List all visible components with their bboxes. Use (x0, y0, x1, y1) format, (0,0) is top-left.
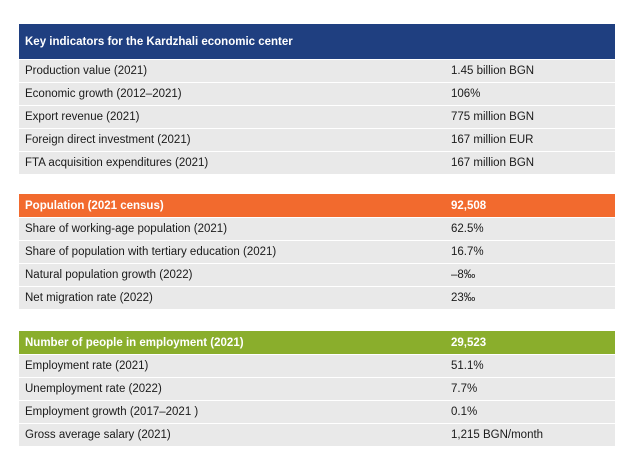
row-value: 1,215 BGN/month (451, 429, 544, 441)
row-value: 167 million EUR (451, 134, 534, 146)
row-value: 7.7% (451, 383, 478, 395)
table-row: Foreign direct investment (2021) 167 mil… (19, 129, 615, 152)
row-label: Gross average salary (2021) (25, 429, 171, 441)
table-row: Economic growth (2012–2021) 106% (19, 83, 615, 106)
row-label: Net migration rate (2022) (25, 292, 153, 304)
row-value: 106% (451, 88, 481, 100)
row-label: Export revenue (2021) (25, 111, 140, 123)
row-label: Employment rate (2021) (25, 360, 149, 372)
population-table-header: Population (2021 census) 92,508 (19, 194, 615, 218)
table-row: Share of working-age population (2021) 6… (19, 218, 615, 241)
economic-table-header: Key indicators for the Kardzhali economi… (19, 24, 615, 60)
table-row: Unemployment rate (2022) 7.7% (19, 378, 615, 401)
population-table: Population (2021 census) 92,508 Share of… (19, 194, 615, 310)
population-table-title: Population (2021 census) (25, 199, 164, 212)
employment-table-header: Number of people in employment (2021) 29… (19, 331, 615, 355)
table-row: Natural population growth (2022) –8‰ (19, 264, 615, 287)
economic-indicators-table: Key indicators for the Kardzhali economi… (19, 24, 615, 175)
table-row: Employment rate (2021) 51.1% (19, 355, 615, 378)
row-value: –8‰ (451, 269, 476, 281)
row-label: Employment growth (2017–2021 ) (25, 406, 199, 418)
row-value: 167 million BGN (451, 157, 535, 169)
table-row: Export revenue (2021) 775 million BGN (19, 106, 615, 129)
row-label: FTA acquisition expenditures (2021) (25, 157, 209, 169)
row-label: Production value (2021) (25, 65, 148, 77)
row-label: Unemployment rate (2022) (25, 383, 162, 395)
row-value: 1.45 billion BGN (451, 65, 535, 77)
row-label: Foreign direct investment (2021) (25, 134, 191, 146)
table-row: Production value (2021) 1.45 billion BGN (19, 60, 615, 83)
row-label: Natural population growth (2022) (25, 269, 193, 281)
population-total-value: 92,508 (451, 199, 487, 212)
row-value: 16.7% (451, 246, 484, 258)
row-value: 775 million BGN (451, 111, 535, 123)
row-label: Share of population with tertiary educat… (25, 246, 277, 258)
table-row: Net migration rate (2022) 23‰ (19, 287, 615, 310)
table-row: Share of population with tertiary educat… (19, 241, 615, 264)
table-row: Gross average salary (2021) 1,215 BGN/mo… (19, 424, 615, 447)
employment-total-value: 29,523 (451, 336, 487, 349)
table-row: Employment growth (2017–2021 ) 0.1% (19, 401, 615, 424)
table-row: FTA acquisition expenditures (2021) 167 … (19, 152, 615, 175)
economic-table-title: Key indicators for the Kardzhali economi… (25, 35, 293, 48)
row-label: Economic growth (2012–2021) (25, 88, 182, 100)
row-value: 62.5% (451, 223, 484, 235)
row-value: 51.1% (451, 360, 484, 372)
row-value: 0.1% (451, 406, 478, 418)
employment-table-title: Number of people in employment (2021) (25, 336, 244, 349)
employment-table: Number of people in employment (2021) 29… (19, 331, 615, 447)
row-label: Share of working-age population (2021) (25, 223, 228, 235)
row-value: 23‰ (451, 292, 476, 304)
